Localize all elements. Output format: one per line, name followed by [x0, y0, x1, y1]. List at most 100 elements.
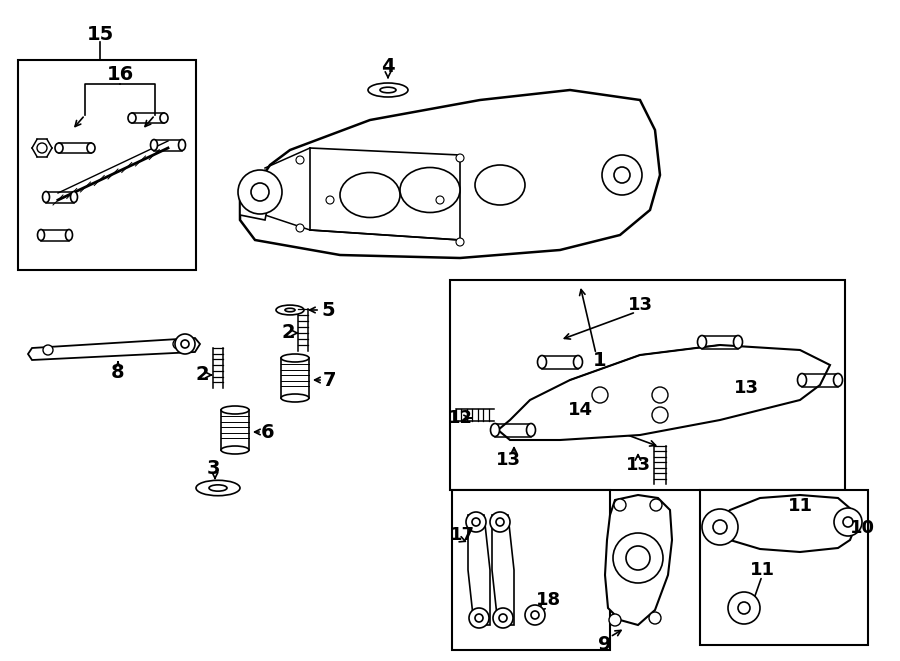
Circle shape: [614, 167, 630, 183]
Ellipse shape: [380, 87, 396, 93]
Polygon shape: [715, 495, 856, 552]
Ellipse shape: [734, 336, 742, 348]
Circle shape: [613, 533, 663, 583]
Text: 13: 13: [496, 451, 520, 469]
Ellipse shape: [160, 113, 168, 123]
Circle shape: [456, 238, 464, 246]
Circle shape: [469, 608, 489, 628]
Circle shape: [490, 512, 510, 532]
Text: 13: 13: [627, 296, 652, 314]
Circle shape: [326, 196, 334, 204]
Ellipse shape: [475, 165, 525, 205]
Ellipse shape: [87, 143, 95, 153]
Ellipse shape: [276, 305, 304, 315]
Circle shape: [296, 156, 304, 164]
Circle shape: [702, 509, 738, 545]
Polygon shape: [605, 495, 672, 625]
Circle shape: [456, 154, 464, 162]
Circle shape: [525, 605, 545, 625]
Polygon shape: [240, 170, 270, 220]
Circle shape: [475, 614, 483, 622]
Ellipse shape: [150, 139, 158, 151]
Circle shape: [650, 499, 662, 511]
Circle shape: [296, 224, 304, 232]
Circle shape: [592, 387, 608, 403]
Circle shape: [181, 340, 189, 348]
Ellipse shape: [66, 229, 73, 241]
Ellipse shape: [128, 113, 136, 123]
Polygon shape: [492, 515, 514, 625]
Text: 6: 6: [261, 422, 274, 442]
Ellipse shape: [537, 356, 546, 368]
Ellipse shape: [221, 446, 249, 454]
Polygon shape: [28, 338, 200, 360]
Text: 16: 16: [106, 65, 133, 85]
Text: 13: 13: [734, 379, 759, 397]
Text: 18: 18: [536, 591, 561, 609]
Ellipse shape: [221, 406, 249, 414]
Text: 17: 17: [449, 526, 474, 544]
Circle shape: [173, 339, 183, 349]
Ellipse shape: [196, 481, 240, 496]
Text: 11: 11: [750, 561, 775, 579]
Polygon shape: [240, 90, 660, 258]
Ellipse shape: [285, 308, 295, 312]
Circle shape: [43, 345, 53, 355]
Ellipse shape: [178, 139, 185, 151]
Circle shape: [472, 518, 480, 526]
Ellipse shape: [70, 192, 77, 202]
Ellipse shape: [42, 192, 50, 202]
Ellipse shape: [340, 173, 400, 217]
Circle shape: [626, 546, 650, 570]
Text: 5: 5: [321, 301, 335, 319]
Text: 12: 12: [447, 409, 473, 427]
Ellipse shape: [38, 229, 44, 241]
Ellipse shape: [491, 424, 500, 436]
Text: 3: 3: [206, 459, 220, 477]
Circle shape: [738, 602, 750, 614]
Ellipse shape: [55, 143, 63, 153]
Circle shape: [834, 508, 862, 536]
Ellipse shape: [368, 83, 408, 97]
Text: 1: 1: [593, 350, 607, 369]
Bar: [700, 490, 868, 645]
Circle shape: [713, 520, 727, 534]
Circle shape: [649, 612, 661, 624]
Circle shape: [493, 608, 513, 628]
Bar: [18, 60, 196, 270]
Ellipse shape: [281, 394, 309, 402]
Text: 14: 14: [568, 401, 592, 419]
Text: 13: 13: [626, 456, 651, 474]
Circle shape: [238, 170, 282, 214]
Text: 2: 2: [281, 323, 295, 342]
Circle shape: [37, 143, 47, 153]
Circle shape: [251, 183, 269, 201]
Circle shape: [843, 517, 853, 527]
Circle shape: [496, 518, 504, 526]
Bar: [281, 358, 309, 398]
Circle shape: [436, 196, 444, 204]
Circle shape: [466, 512, 486, 532]
Bar: [452, 490, 610, 650]
Circle shape: [614, 499, 626, 511]
Ellipse shape: [281, 354, 309, 362]
Bar: [450, 280, 845, 490]
Circle shape: [531, 611, 539, 619]
Circle shape: [602, 155, 642, 195]
Ellipse shape: [400, 167, 460, 212]
Circle shape: [728, 592, 760, 624]
Text: 10: 10: [850, 519, 875, 537]
Text: 2: 2: [195, 366, 209, 385]
Text: 9: 9: [598, 635, 612, 654]
Ellipse shape: [833, 373, 842, 387]
Bar: [221, 410, 249, 450]
Ellipse shape: [526, 424, 536, 436]
Circle shape: [652, 387, 668, 403]
Ellipse shape: [209, 485, 227, 491]
Text: 4: 4: [382, 58, 395, 77]
Circle shape: [499, 614, 507, 622]
Ellipse shape: [797, 373, 806, 387]
Ellipse shape: [573, 356, 582, 368]
Text: 8: 8: [112, 362, 125, 381]
Text: 15: 15: [86, 26, 113, 44]
